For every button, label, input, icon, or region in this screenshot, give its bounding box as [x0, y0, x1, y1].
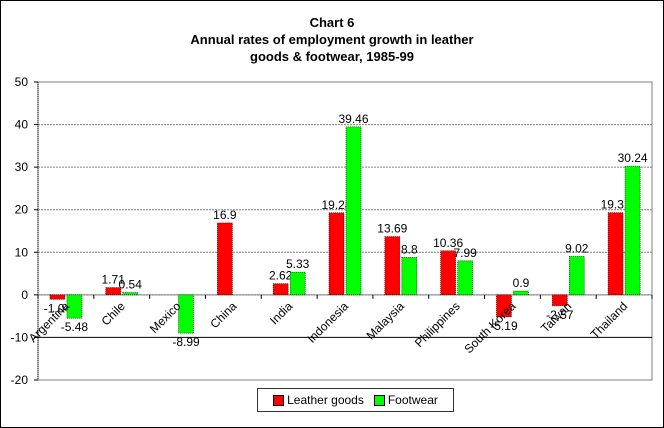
data-label-leather: -5.19: [490, 319, 518, 333]
bar-leather: [607, 212, 624, 296]
data-label-leather: 2.62: [269, 269, 293, 283]
y-tick-label: -20: [11, 373, 29, 387]
bar-leather: [496, 294, 512, 318]
data-label-footwear: 0.9: [513, 276, 530, 290]
data-label-footwear: 39.46: [338, 112, 368, 126]
data-label-footwear: 30.24: [618, 151, 648, 165]
chart-title: Chart 6 Annual rates of employment growt…: [0, 14, 664, 65]
y-tick-label: 40: [15, 118, 29, 132]
chart-subtitle-line-1: Annual rates of employment growth in lea…: [190, 32, 474, 47]
bar-leather: [328, 212, 345, 296]
chart-subtitle-line-2: goods & footwear, 1985-99: [250, 49, 414, 64]
bar-leather: [272, 283, 289, 296]
legend-item-leather: Leather goods: [273, 393, 364, 407]
bar-footwear: [66, 294, 83, 319]
bar-leather: [49, 294, 66, 300]
legend-item-footwear: Footwear: [373, 393, 438, 407]
data-label-leather: 10.36: [433, 236, 463, 250]
data-label-footwear: -5.48: [61, 320, 89, 334]
legend-swatch-footwear: [373, 394, 385, 406]
data-label-footwear: 8.8: [401, 242, 418, 256]
bar-footwear: [568, 256, 585, 296]
data-label-leather: -2.57: [546, 308, 574, 322]
data-label-leather: 16.9: [213, 208, 237, 222]
plot-area: [37, 81, 653, 381]
data-label-leather: -1.04: [44, 301, 72, 315]
bar-footwear: [624, 165, 641, 296]
data-label-footwear: 5.33: [286, 257, 310, 271]
bar-leather: [440, 250, 456, 296]
data-label-leather: 13.69: [377, 222, 407, 236]
y-tick-label: -10: [11, 330, 29, 344]
bar-leather: [217, 222, 233, 296]
data-label-leather: 19.28: [321, 198, 351, 212]
bar-leather: [551, 294, 568, 307]
chart-title-line: Chart 6: [309, 15, 355, 30]
y-tick-label: 0: [21, 288, 28, 302]
data-label-footwear: -8.99: [172, 335, 200, 349]
bar-footwear: [457, 260, 473, 296]
legend: Leather goods Footwear: [257, 388, 454, 412]
y-tick-label: 20: [15, 203, 29, 217]
data-label-footwear: 7.99: [453, 246, 477, 260]
data-label-footwear: 9.02: [565, 241, 589, 255]
data-label-leather: 19.31: [601, 198, 631, 212]
legend-swatch-leather: [273, 394, 285, 406]
bar-footwear: [178, 294, 194, 334]
data-label-footwear: 0.54: [119, 278, 143, 292]
bar-footwear: [345, 126, 362, 296]
legend-label-leather: Leather goods: [287, 393, 364, 407]
y-tick-label: 50: [15, 75, 29, 89]
bar-footwear: [122, 292, 139, 296]
bar-footwear: [513, 290, 529, 296]
legend-label-footwear: Footwear: [387, 393, 438, 407]
data-label-leather: 1.71: [102, 273, 126, 287]
y-tick-label: 10: [15, 245, 29, 259]
bar-footwear: [401, 257, 418, 296]
y-tick-label: 30: [15, 160, 29, 174]
bar-leather: [105, 287, 122, 296]
bar-footwear: [289, 271, 306, 296]
bar-leather: [384, 236, 401, 296]
